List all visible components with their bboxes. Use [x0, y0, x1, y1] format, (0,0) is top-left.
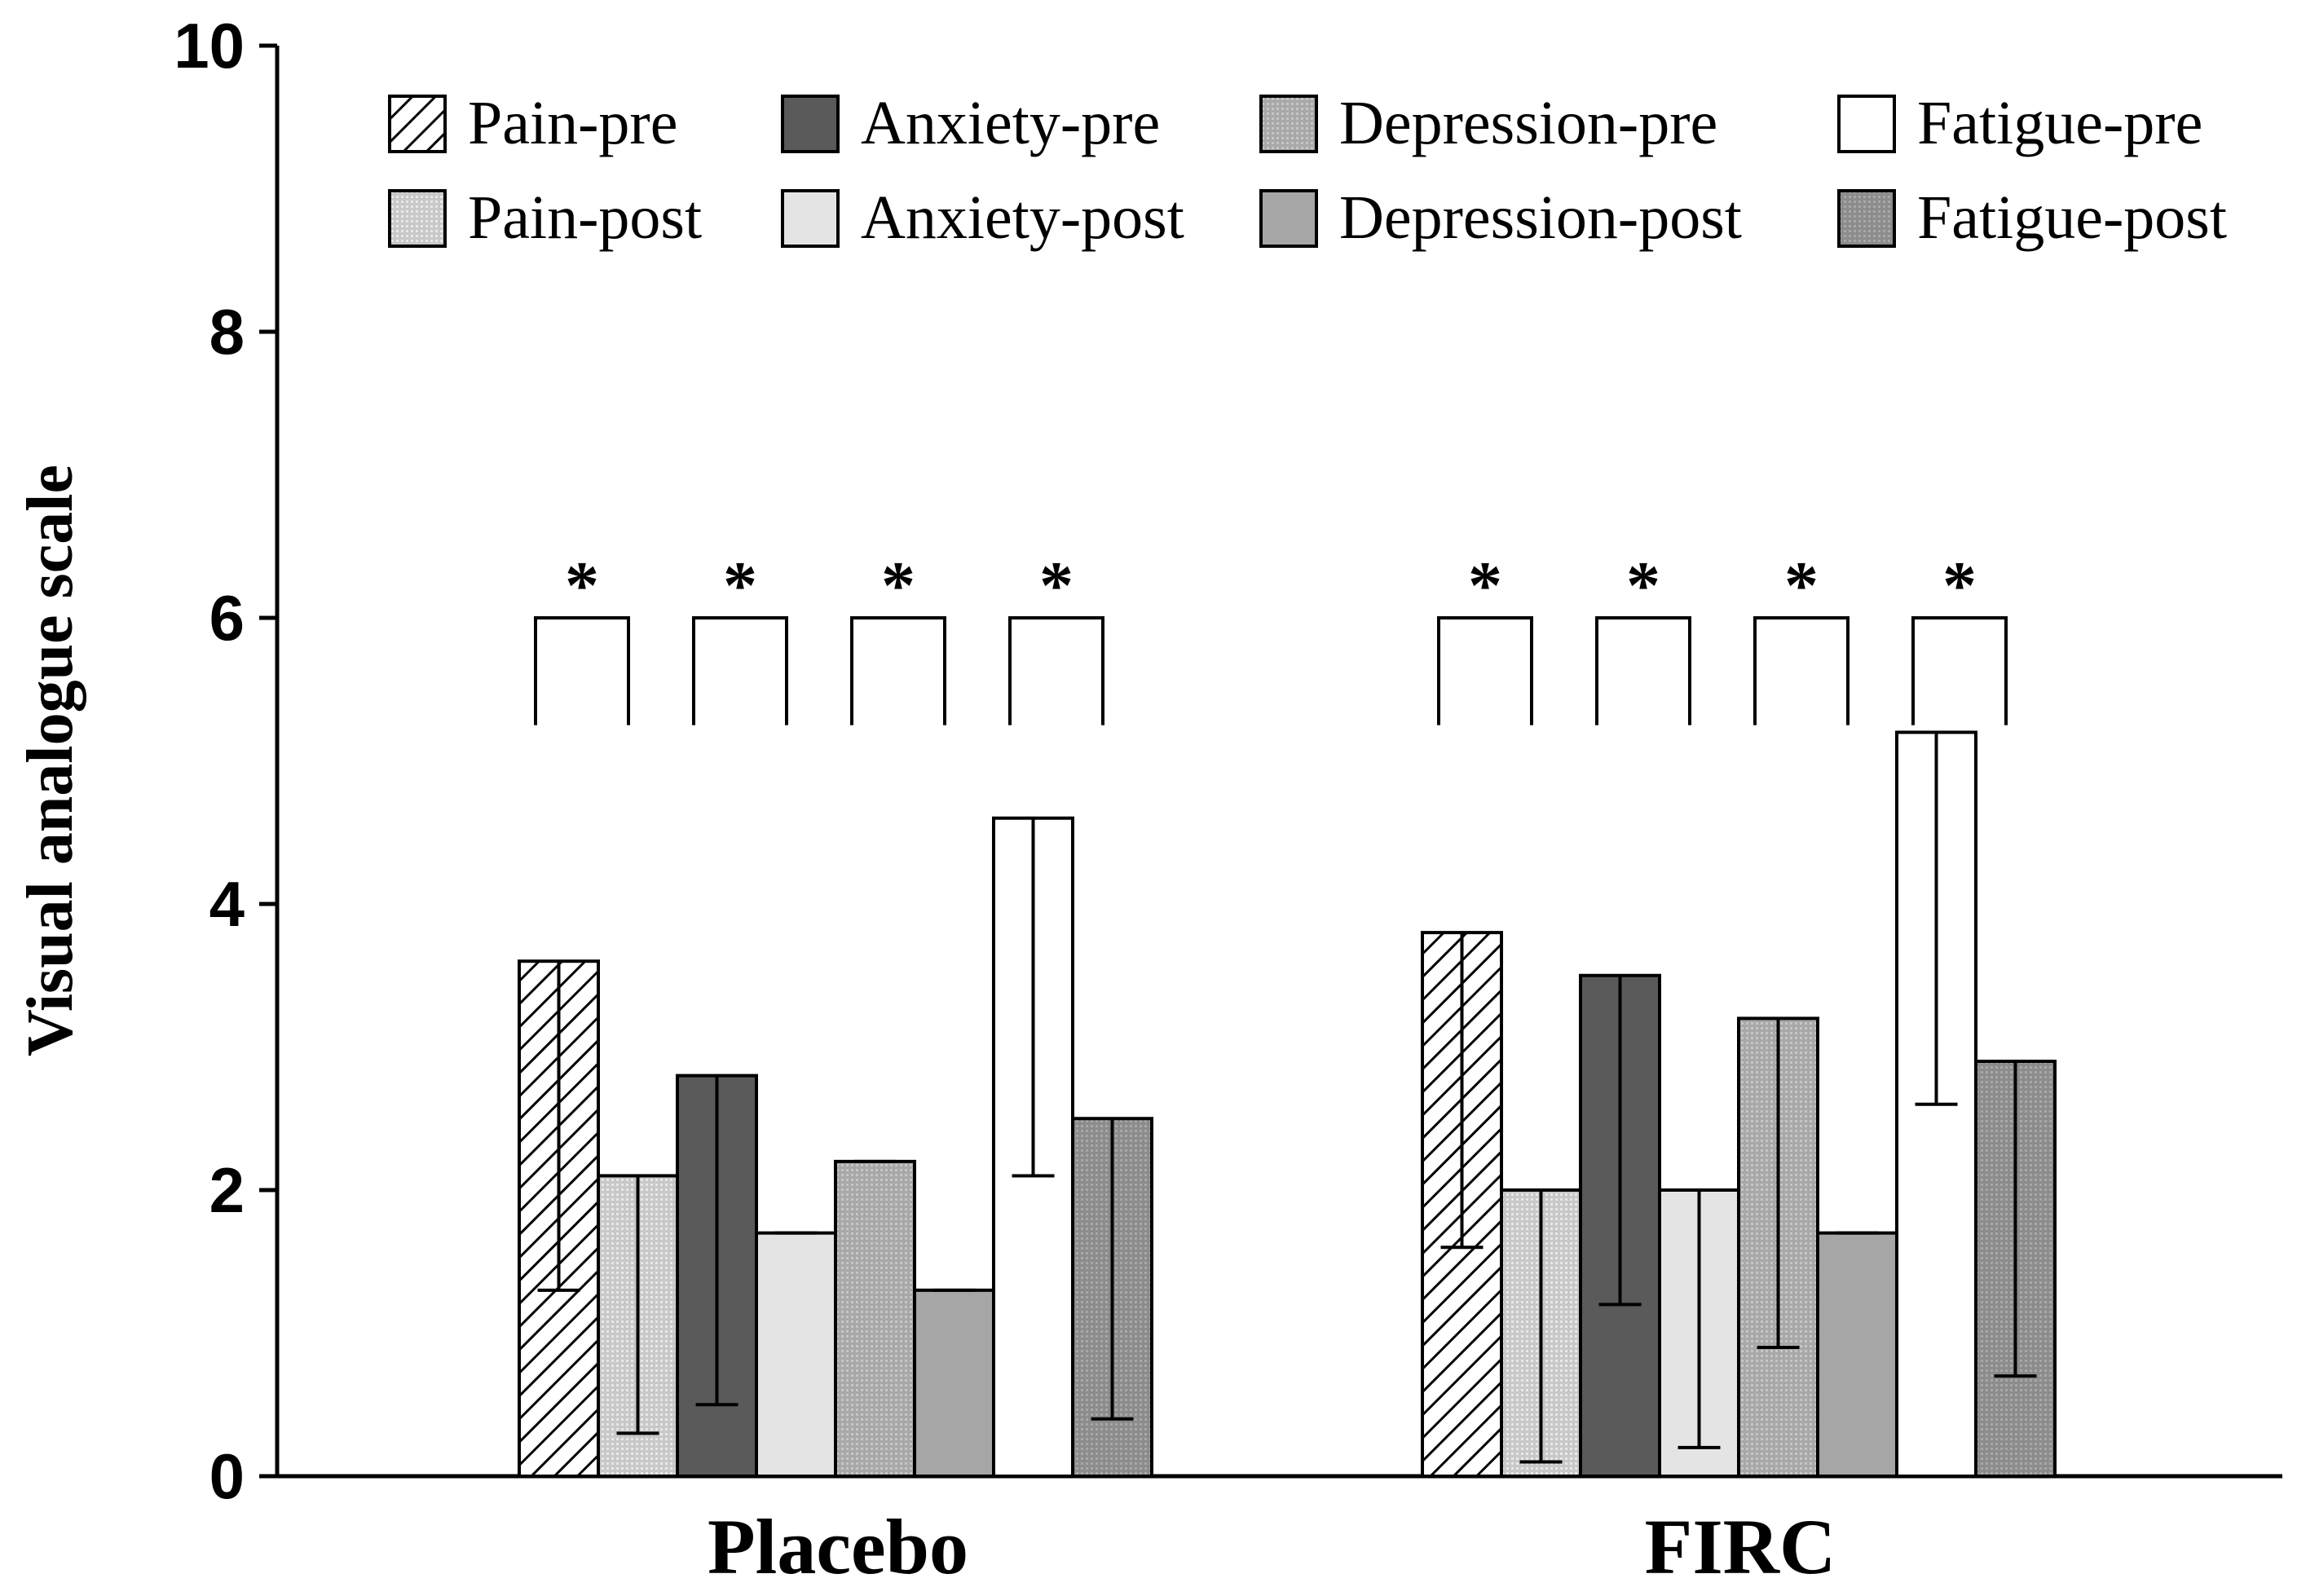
legend-swatch-depression-pre: [1259, 95, 1318, 153]
significance-bracket-depression-pre-placebo: [850, 616, 946, 725]
y-axis-title: Visual analogue scale: [15, 465, 86, 1056]
significance-bracket-depression-pre-firc: [1753, 616, 1850, 725]
bars: [518, 730, 2057, 1479]
significance-bracket-fatigue-pre-placebo: [1008, 616, 1104, 725]
category-label-placebo: Placebo: [708, 1503, 968, 1590]
legend-label-anxiety-pre: Anxiety-pre: [861, 89, 1160, 157]
significance-bracket-pain-pre-firc: [1437, 616, 1533, 725]
significance-star: *: [723, 548, 757, 624]
significance-bracket-anxiety-pre-firc: [1595, 616, 1691, 725]
significance-star: *: [881, 548, 915, 624]
legend-label-pain-post: Pain-post: [468, 183, 702, 252]
y-tick-label: 4: [209, 868, 245, 940]
significance-markers: * * * * * * * *: [534, 548, 2008, 725]
legend: Pain-pre Anxiety-pre Depression-pre Fatigue…: [388, 89, 2227, 252]
legend-swatch-fatigue-pre: [1837, 95, 1896, 153]
bar-depression-pre-placebo: [834, 1159, 916, 1479]
legend-label-anxiety-post: Anxiety-post: [861, 183, 1184, 252]
legend-swatch-pain-pre: [388, 95, 447, 153]
legend-label-fatigue-post: Fatigue-post: [1917, 183, 2227, 252]
legend-label-pain-pre: Pain-pre: [468, 89, 677, 157]
significance-star: *: [565, 548, 599, 624]
significance-star: *: [1039, 548, 1074, 624]
significance-star: *: [1626, 548, 1660, 624]
significance-bracket-pain-pre-placebo: [534, 616, 630, 725]
legend-swatch-anxiety-pre: [781, 95, 840, 153]
significance-bracket-fatigue-pre-firc: [1911, 616, 2008, 725]
y-tick-label: 6: [209, 582, 245, 654]
y-tick-label: 2: [209, 1154, 245, 1226]
significance-star: *: [1942, 548, 1977, 624]
legend-label-depression-post: Depression-post: [1339, 183, 1742, 252]
bar-anxiety-post-placebo: [755, 1231, 837, 1479]
legend-swatch-pain-post: [388, 189, 447, 248]
y-tick-label: 0: [209, 1440, 245, 1512]
legend-label-depression-pre: Depression-pre: [1339, 89, 1717, 157]
legend-swatch-anxiety-post: [781, 189, 840, 248]
y-ticks: 0 2 4 6 8 10: [174, 10, 277, 1512]
legend-swatch-fatigue-post: [1837, 189, 1896, 248]
y-tick-label: 10: [174, 10, 245, 82]
significance-star: *: [1468, 548, 1502, 624]
y-tick-label: 8: [209, 296, 245, 368]
category-label-firc: FIRC: [1645, 1503, 1836, 1590]
significance-bracket-anxiety-pre-placebo: [692, 616, 788, 725]
legend-swatch-depression-post: [1259, 189, 1318, 248]
bar-depression-post-placebo: [913, 1288, 995, 1478]
legend-label-fatigue-pre: Fatigue-pre: [1917, 89, 2202, 157]
significance-star: *: [1784, 548, 1819, 624]
bar-depression-post-firc: [1816, 1231, 1898, 1479]
